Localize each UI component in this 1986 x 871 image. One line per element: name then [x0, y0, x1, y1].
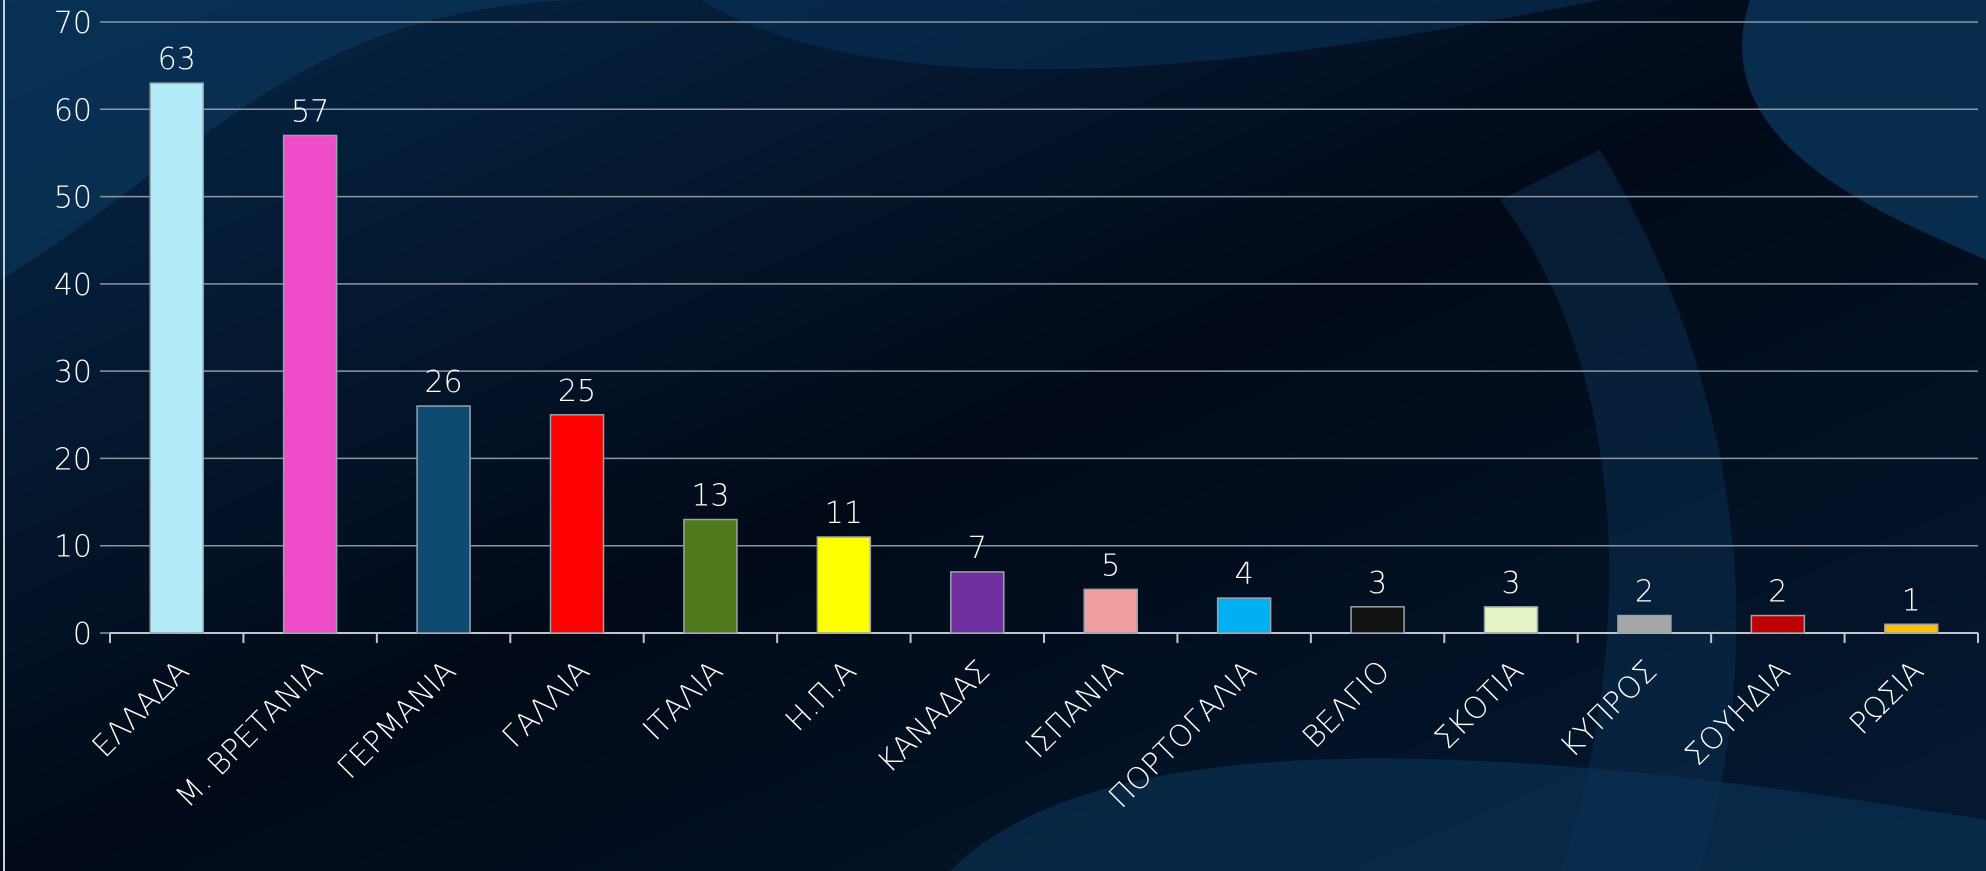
y-tick-label: 60 [54, 93, 92, 128]
bar [149, 82, 204, 634]
y-tick-label: 70 [54, 6, 92, 41]
value-label: 3 [1368, 566, 1387, 601]
value-label: 1 [1902, 583, 1921, 618]
bar [1083, 588, 1138, 634]
bar [1216, 597, 1272, 634]
bar [816, 536, 872, 634]
bg-shape [1500, 150, 1737, 871]
bar [1617, 614, 1672, 634]
value-label: 25 [558, 374, 596, 409]
y-tick-label: 30 [54, 355, 92, 390]
value-label: 63 [158, 42, 196, 77]
bar [683, 518, 738, 634]
bar [1884, 623, 1939, 634]
bar [282, 134, 338, 634]
bg-shape [950, 758, 1986, 871]
value-label: 5 [1101, 548, 1120, 583]
bar [1350, 606, 1405, 634]
y-tick-label: 20 [54, 442, 92, 477]
value-label: 13 [691, 479, 729, 514]
y-tick-label: 0 [73, 617, 92, 652]
bar [416, 405, 471, 634]
value-label: 2 [1768, 575, 1787, 610]
bg-shape [0, 0, 600, 280]
value-label: 4 [1235, 557, 1254, 592]
value-label: 26 [424, 365, 462, 400]
value-label: 7 [968, 531, 987, 566]
y-tick-label: 40 [54, 268, 92, 303]
bar [1750, 614, 1806, 634]
value-label: 3 [1501, 566, 1520, 601]
value-label: 2 [1635, 575, 1654, 610]
y-tick-label: 10 [54, 530, 92, 565]
value-label: 57 [291, 94, 329, 129]
bg-shape [1742, 0, 1986, 260]
y-tick-label: 50 [54, 181, 92, 216]
bg-shape [700, 0, 1600, 70]
bar [1483, 606, 1539, 634]
value-label: 11 [825, 496, 863, 531]
bar [950, 571, 1005, 634]
bar [549, 414, 605, 634]
